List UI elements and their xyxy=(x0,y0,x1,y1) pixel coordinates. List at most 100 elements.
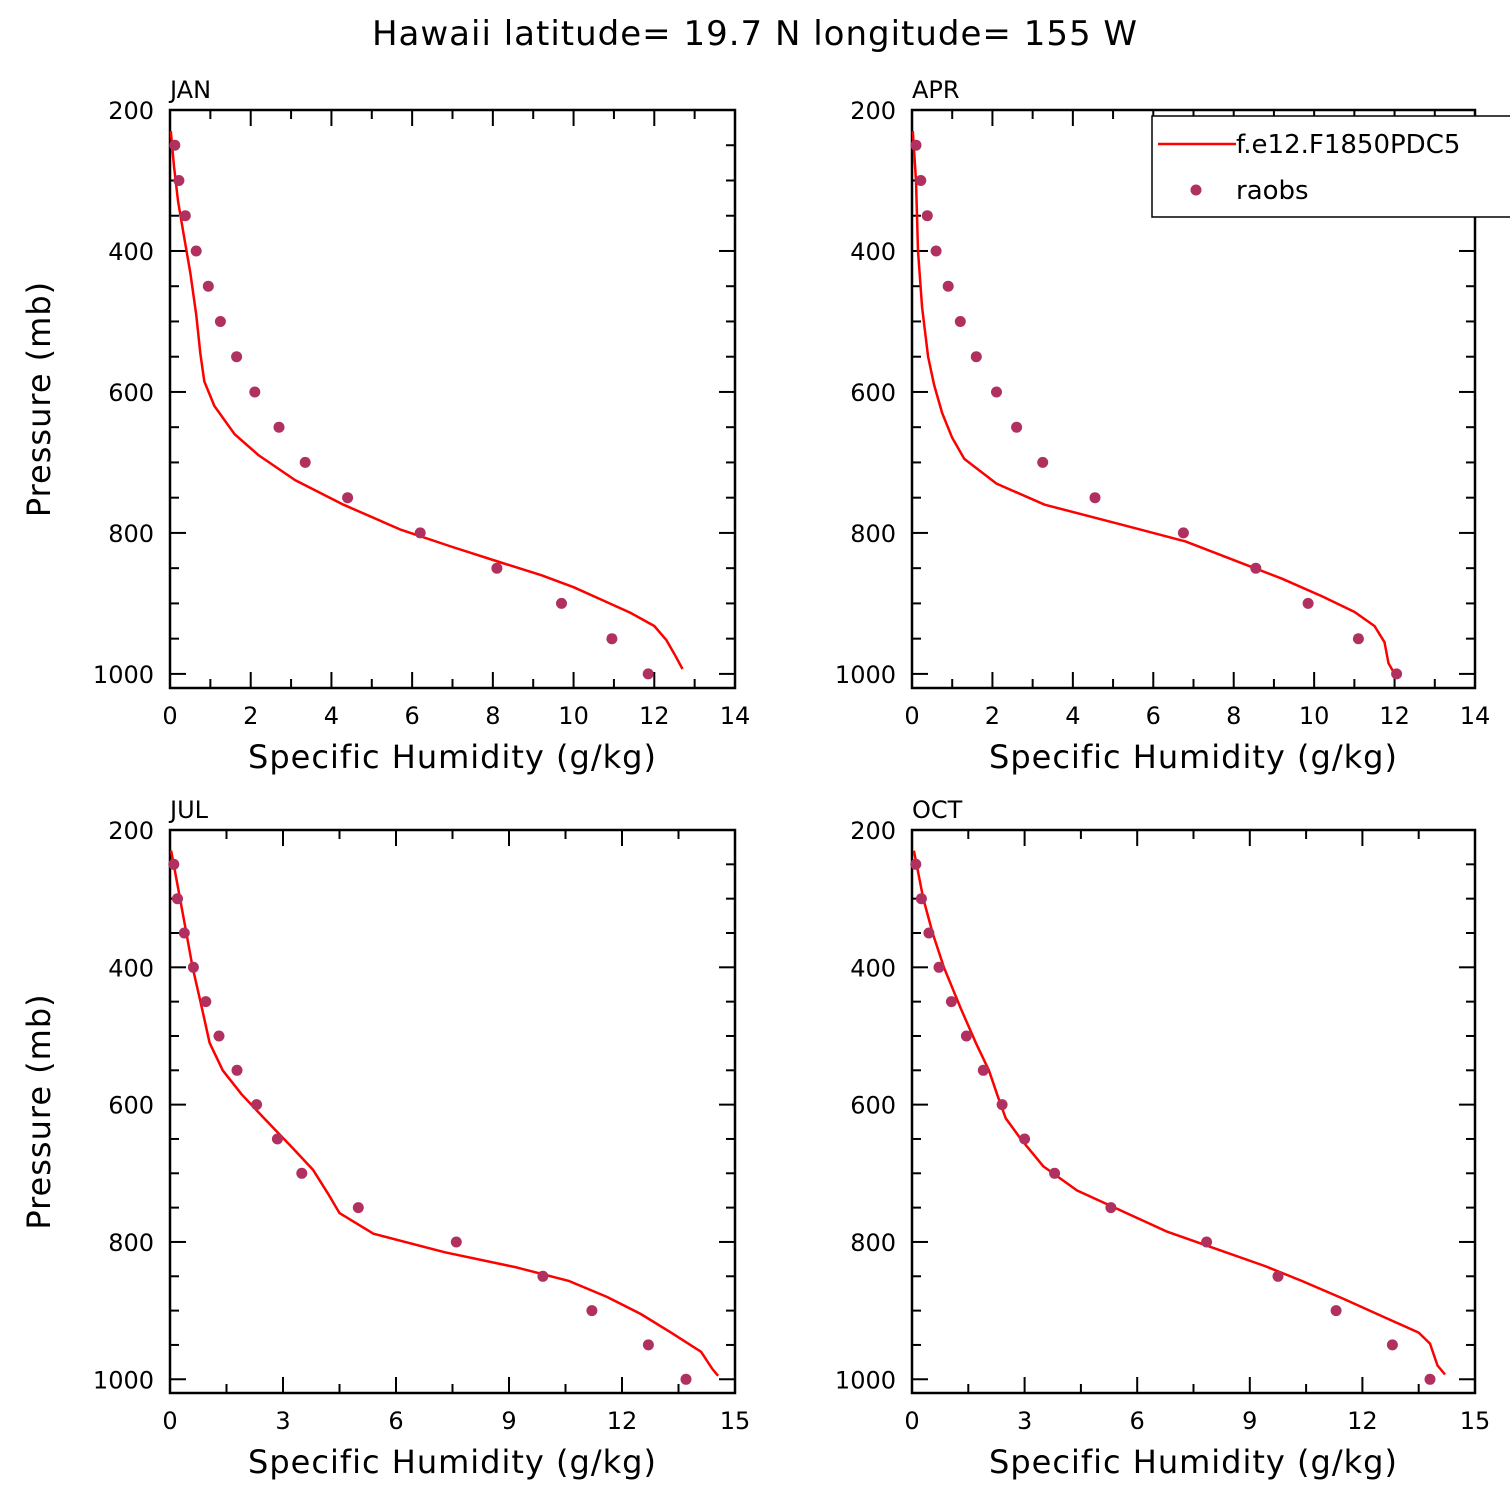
raobs-point xyxy=(537,1270,549,1282)
x-tick-label: 9 xyxy=(501,1407,516,1435)
raobs-point xyxy=(960,1030,972,1042)
raobs-point xyxy=(231,1064,243,1076)
raobs-point xyxy=(179,210,191,222)
raobs-point xyxy=(271,1133,283,1145)
x-tick-label: 2 xyxy=(243,702,258,730)
y-tick-label: 600 xyxy=(850,1092,896,1120)
panel-apr: APR 0 2 4 6 8 10 12 14 200 400 600 800 1000 Specific H… xyxy=(835,76,1510,776)
x-tick-label: 3 xyxy=(1017,1407,1032,1435)
y-tick-label: 600 xyxy=(108,379,154,407)
x-tick-label: 12 xyxy=(1347,1407,1378,1435)
y-tick-label: 1000 xyxy=(835,1366,896,1394)
raobs-point xyxy=(168,858,180,870)
raobs-point xyxy=(202,280,214,292)
raobs-point xyxy=(491,562,503,574)
y-tick-label: 200 xyxy=(108,97,154,125)
panel-jul: JUL 0 3 6 9 12 15 200 400 600 800 1000 Specific Humi… xyxy=(20,796,750,1481)
raobs-point xyxy=(231,351,243,363)
panel-label: JAN xyxy=(168,76,211,104)
x-tick-label: 9 xyxy=(1242,1407,1257,1435)
raobs-point xyxy=(1201,1236,1213,1248)
x-tick-label: 0 xyxy=(162,1407,177,1435)
raobs-point xyxy=(249,386,261,398)
y-tick-label: 800 xyxy=(108,520,154,548)
raobs-point xyxy=(930,245,942,257)
plot-frame xyxy=(168,108,737,690)
raobs-point xyxy=(1386,1339,1398,1351)
raobs-point xyxy=(1105,1202,1117,1214)
raobs-point xyxy=(214,316,226,327)
x-tick-label: 6 xyxy=(1130,1407,1145,1435)
raobs-point xyxy=(1424,1373,1436,1385)
x-tick-label: 14 xyxy=(1460,702,1491,730)
y-tick-label: 600 xyxy=(108,1092,154,1120)
raobs-point xyxy=(1272,1270,1284,1282)
raobs-point xyxy=(251,1099,263,1111)
x-axis-label: Specific Humidity (g/kg) xyxy=(248,738,657,776)
x-tick-label: 10 xyxy=(1299,702,1330,730)
x-tick-label: 10 xyxy=(558,702,589,730)
x-tick-label: 0 xyxy=(904,1407,919,1435)
legend-label-raobs: raobs xyxy=(1236,176,1309,206)
raobs-point xyxy=(1037,456,1049,468)
raobs-point xyxy=(991,386,1002,398)
y-tick-label: 1000 xyxy=(93,661,154,689)
raobs-point xyxy=(606,633,618,645)
y-tick-label: 800 xyxy=(850,520,896,548)
raobs-point xyxy=(342,492,354,504)
raobs-point xyxy=(1391,668,1403,680)
plot-frame xyxy=(910,828,1477,1395)
panel-label: APR xyxy=(912,76,960,104)
legend: f.e12.F1850PDC5 raobs xyxy=(1151,115,1510,218)
panel-label: JUL xyxy=(168,796,209,824)
raobs-point xyxy=(1250,562,1262,574)
y-tick-label: 1000 xyxy=(93,1366,154,1394)
raobs-point xyxy=(923,927,935,939)
raobs-point xyxy=(586,1305,598,1317)
y-tick-label: 200 xyxy=(108,817,154,845)
raobs-point xyxy=(200,996,212,1008)
x-tick-label: 12 xyxy=(1379,702,1410,730)
raobs-point xyxy=(945,996,957,1008)
y-axis-label: Pressure (mb) xyxy=(20,281,58,517)
x-tick-label: 12 xyxy=(607,1407,638,1435)
x-tick-label: 6 xyxy=(1146,702,1161,730)
legend-dot-swatch xyxy=(1190,184,1202,196)
raobs-point xyxy=(977,1064,989,1076)
raobs-point xyxy=(1011,421,1023,433)
panel-label: OCT xyxy=(912,796,963,824)
x-tick-label: 4 xyxy=(1065,702,1080,730)
raobs-point xyxy=(178,927,190,939)
x-tick-label: 0 xyxy=(904,702,919,730)
y-tick-label: 200 xyxy=(850,817,896,845)
x-axis-label: Specific Humidity (g/kg) xyxy=(989,1443,1398,1481)
x-tick-label: 0 xyxy=(162,702,177,730)
y-tick-label: 400 xyxy=(850,238,896,266)
x-tick-label: 14 xyxy=(720,702,751,730)
y-tick-label: 800 xyxy=(108,1229,154,1257)
raobs-point xyxy=(970,351,982,363)
x-tick-label: 8 xyxy=(485,702,500,730)
model-line xyxy=(912,850,1446,1376)
raobs-point xyxy=(273,421,285,433)
raobs-point xyxy=(414,527,426,539)
raobs-point xyxy=(1330,1305,1342,1317)
raobs-point xyxy=(190,245,202,257)
raobs-point xyxy=(299,456,311,468)
raobs-point xyxy=(910,858,922,870)
raobs-point xyxy=(1352,633,1364,645)
figure-title: Hawaii latitude= 19.7 N longitude= 155 W xyxy=(372,14,1138,54)
x-tick-label: 3 xyxy=(275,1407,290,1435)
raobs-point xyxy=(910,139,922,151)
raobs-point xyxy=(642,1339,654,1351)
raobs-point xyxy=(1177,527,1189,539)
x-tick-label: 8 xyxy=(1226,702,1241,730)
raobs-point xyxy=(169,139,181,151)
y-tick-label: 400 xyxy=(850,954,896,982)
raobs-point xyxy=(1302,597,1314,609)
raobs-point xyxy=(1089,492,1101,504)
raobs-point xyxy=(915,893,927,905)
raobs-point xyxy=(187,961,199,973)
